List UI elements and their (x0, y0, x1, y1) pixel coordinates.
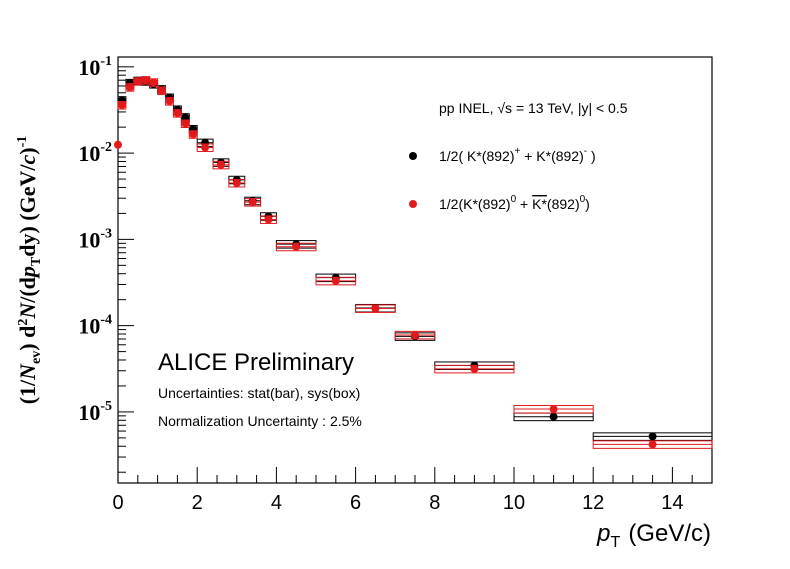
x-tick-label: 4 (271, 492, 282, 514)
data-point (125, 83, 134, 92)
data-point (292, 242, 301, 251)
normalization-note: Normalization Uncertainty : 2.5% (158, 413, 362, 429)
x-tick-labels: 0 2 4 6 8 10 12 14 (112, 492, 683, 514)
data-point (141, 76, 150, 85)
data-point (173, 109, 182, 118)
data-point (133, 77, 142, 86)
data-point (165, 97, 174, 106)
data-point (157, 86, 166, 95)
data-point (371, 304, 380, 313)
x-tick-label: 12 (582, 492, 604, 514)
data-point (216, 160, 225, 169)
data-point (264, 215, 273, 224)
experiment-label: ALICE Preliminary (158, 349, 354, 376)
y-tick-label: 10-5 (78, 399, 112, 425)
data-point (181, 113, 190, 122)
data-point (648, 440, 657, 449)
data-point (232, 179, 241, 188)
data-point (149, 78, 158, 87)
axis-ticks (117, 66, 713, 483)
x-axis-label: pT (GeV/c) (596, 520, 711, 551)
data-point (117, 101, 126, 110)
x-tick-label: 10 (503, 492, 525, 514)
y-tick-labels: 10-1 10-2 10-3 10-4 10-5 (78, 54, 112, 425)
legend-marker-charged (409, 152, 417, 160)
legend-marker-neutral (409, 200, 417, 208)
data-point (549, 405, 558, 414)
data-point (181, 119, 190, 128)
uncertainties-note: Uncertainties: stat(bar), sys(box) (158, 385, 360, 401)
x-tick-label: 2 (192, 492, 203, 514)
data-point (248, 198, 257, 207)
data-series (114, 76, 713, 449)
legend-label-neutral: 1/2(K*(892)0 + K*(892)0) (439, 194, 590, 212)
data-point (331, 276, 340, 285)
data-point (201, 143, 210, 152)
x-tick-label: 6 (350, 492, 361, 514)
x-tick-label: 8 (429, 492, 440, 514)
series-1 (114, 76, 713, 449)
legend-label-charged: 1/2( K*(892)+ + K*(892)- ) (439, 146, 596, 164)
legend: 1/2( K*(892)+ + K*(892)- ) 1/2(K*(892)0 … (409, 146, 596, 212)
data-point (648, 432, 657, 441)
data-point (549, 412, 558, 421)
data-point (114, 140, 122, 149)
collision-system-label: pp INEL, √s = 13 TeV, |y| < 0.5 (439, 100, 628, 116)
y-tick-label: 10-1 (78, 54, 112, 80)
data-point (411, 330, 419, 339)
x-tick-label: 14 (661, 492, 683, 514)
y-tick-label: 10-2 (78, 140, 112, 166)
data-point (470, 364, 479, 373)
y-tick-label: 10-3 (78, 226, 112, 252)
data-point (189, 130, 198, 139)
y-axis-label: (1/Nev) d2N/(dpTdy) (GeV/c)-1 (15, 136, 44, 405)
x-tick-label: 0 (112, 492, 123, 514)
y-tick-label: 10-4 (78, 313, 112, 339)
